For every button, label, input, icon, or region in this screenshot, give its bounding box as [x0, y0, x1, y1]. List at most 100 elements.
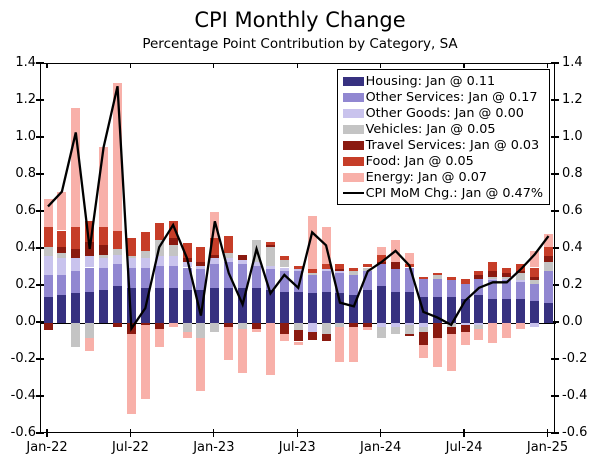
bar-segment-other-services: [71, 271, 81, 294]
chart-subtitle: Percentage Point Contribution by Categor…: [142, 36, 458, 52]
bar-segment-other-services: [404, 267, 414, 292]
bar-segment-food: [516, 263, 526, 272]
bar-segment-vehicles: [349, 271, 359, 275]
bar-segment-travel-services: [71, 249, 81, 259]
bar-segment-food: [182, 243, 192, 259]
bar-segment-housing: [43, 297, 53, 323]
legend-label: Energy: Jan @ 0.07: [365, 169, 487, 185]
bar-segment-travel-services: [363, 323, 373, 327]
y-axis-label-left: 0.8: [15, 166, 36, 181]
bar-segment-food: [307, 269, 317, 274]
bar-segment-other-goods: [71, 258, 81, 272]
bar-segment-travel-services: [307, 332, 317, 340]
bar-segment-food: [168, 221, 178, 238]
legend-color-swatch: [342, 156, 364, 166]
legend-label: CPI MoM Chg.: Jan @ 0.47%: [365, 185, 543, 201]
bar-segment-housing: [279, 291, 289, 323]
y-tick-right: [551, 432, 559, 434]
bar-segment-energy: [168, 323, 178, 327]
bar-segment-other-services: [279, 271, 289, 292]
bar-segment-other-goods: [335, 271, 345, 274]
bar-segment-housing: [335, 293, 345, 323]
bar-segment-energy: [530, 250, 540, 268]
bar-segment-travel-services: [321, 334, 331, 342]
bar-segment-travel-services: [418, 332, 428, 346]
x-tick-bottom: [129, 429, 132, 437]
bar-segment-other-goods: [279, 267, 289, 272]
y-tick-right: [551, 395, 559, 397]
x-tick-top: [296, 63, 298, 68]
bar-segment-food: [502, 267, 512, 274]
bar-segment-food: [488, 261, 498, 272]
bar-segment-housing: [210, 287, 220, 323]
bar-segment-food: [349, 267, 359, 272]
bar-segment-other-services: [544, 271, 553, 303]
bar-segment-travel-services: [544, 256, 553, 262]
bar-segment-other-services: [460, 284, 470, 299]
bar-segment-other-goods: [210, 258, 220, 264]
bar-segment-travel-services: [279, 323, 289, 335]
y-axis-label-right: 0.6: [562, 203, 583, 218]
bar-segment-energy: [71, 108, 81, 227]
legend-label: Housing: Jan @ 0.11: [365, 73, 496, 89]
y-axis-label-right: 1.2: [562, 92, 583, 107]
y-tick-left: [36, 321, 44, 323]
bar-segment-energy: [432, 337, 442, 368]
bar-segment-vehicles: [502, 276, 512, 279]
bar-segment-other-goods: [265, 265, 275, 270]
bar-segment-other-goods: [224, 258, 234, 262]
bar-segment-travel-services: [432, 323, 442, 338]
bar-segment-travel-services: [99, 245, 109, 255]
bar-segment-vehicles: [488, 276, 498, 279]
bar-segment-energy: [544, 234, 553, 248]
bar-segment-vehicles: [113, 249, 122, 255]
bar-segment-food: [474, 271, 484, 275]
bar-segment-energy: [238, 328, 248, 373]
bar-segment-other-services: [113, 263, 122, 286]
y-tick-left: [36, 136, 44, 138]
bar-segment-energy: [418, 345, 428, 359]
bar-segment-housing: [168, 287, 178, 323]
bar-segment-food: [321, 263, 331, 270]
y-axis-label-left: 0.2: [15, 277, 36, 292]
x-axis-label: Jul-22: [111, 440, 149, 455]
bar-segment-food: [140, 232, 150, 251]
x-axis-label: Jan-22: [26, 440, 68, 455]
y-axis-label-left: 0.4: [15, 240, 36, 255]
bar-segment-other-goods: [238, 260, 248, 264]
y-tick-right: [551, 284, 559, 286]
y-tick-left: [36, 99, 44, 101]
bar-segment-vehicles: [377, 326, 387, 338]
bar-segment-vehicles: [530, 280, 540, 285]
bar-segment-vehicles: [57, 252, 67, 259]
legend-color-swatch: [342, 140, 364, 150]
legend-item-other-services: Other Services: Jan @ 0.17: [342, 89, 543, 105]
bar-segment-travel-services: [168, 237, 178, 246]
bar-segment-other-goods: [502, 278, 512, 281]
y-tick-left: [36, 247, 44, 249]
y-axis-label-left: 0.6: [15, 203, 36, 218]
y-axis-label-right: 1.4: [562, 55, 583, 70]
bar-segment-travel-services: [224, 323, 234, 327]
bar-segment-other-services: [265, 269, 275, 290]
bar-segment-other-goods: [460, 323, 470, 325]
bar-segment-housing: [196, 289, 206, 323]
bar-segment-food: [126, 237, 136, 257]
bar-segment-vehicles: [140, 250, 150, 259]
bar-segment-other-goods: [57, 258, 67, 275]
bar-segment-housing: [321, 291, 331, 323]
bar-segment-energy: [140, 324, 150, 399]
bar-segment-vehicles: [43, 247, 53, 257]
bar-segment-food: [224, 236, 234, 253]
bar-segment-other-goods: [113, 254, 122, 264]
y-tick-right: [551, 62, 559, 64]
bar-segment-other-goods: [126, 258, 136, 268]
bar-segment-energy: [307, 215, 317, 270]
y-axis-label-left: 0.0: [15, 314, 36, 329]
y-axis-label-right: 0.2: [562, 277, 583, 292]
bar-segment-other-services: [307, 274, 317, 294]
bar-segment-vehicles: [321, 323, 331, 335]
bar-segment-other-services: [530, 284, 540, 301]
bar-segment-food: [530, 267, 540, 277]
bar-segment-travel-services: [516, 271, 526, 274]
